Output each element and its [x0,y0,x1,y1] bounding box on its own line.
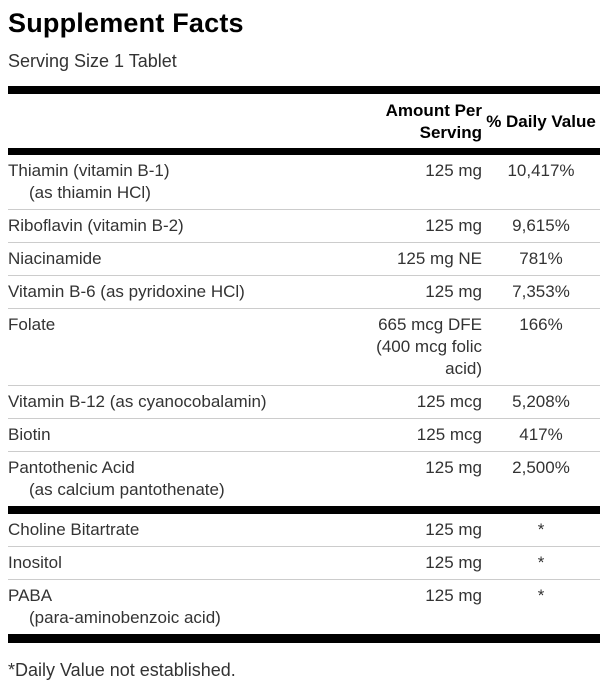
nutrient-name: Choline Bitartrate [8,520,140,539]
nutrient-daily-value: * [537,553,545,572]
percent-daily-value-header: % Daily Value [486,112,596,131]
row-inositol: Inositol 125 mg * [8,546,600,579]
thick-rule-middle [8,506,600,514]
row-thiamin: Thiamin (vitamin B-1) (as thiamin HCl) 1… [8,155,600,209]
nutrient-daily-value: 5,208% [512,392,570,411]
page-title: Supplement Facts [8,8,244,38]
row-biotin: Biotin 125 mcg 417% [8,418,600,451]
nutrient-amount: 125 mg [425,161,482,180]
nutrient-daily-value: 2,500% [512,458,570,477]
daily-value-footnote: *Daily Value not established. [8,660,236,680]
nutrient-name: Niacinamide [8,249,102,268]
thick-rule-bottom [8,634,600,643]
nutrient-name: Vitamin B-12 (as cyanocobalamin) [8,392,267,411]
vitamins-section: Thiamin (vitamin B-1) (as thiamin HCl) 1… [8,155,600,506]
nutrient-name: Vitamin B-6 (as pyridoxine HCl) [8,282,245,301]
nutrient-name: Riboflavin (vitamin B-2) [8,216,184,235]
thick-rule-under-header [8,148,600,155]
nutrient-amount: 125 mg [425,458,482,477]
nutrient-daily-value: 9,615% [512,216,570,235]
nutrient-amount: 125 mg [425,520,482,539]
nutrient-amount: 125 mg [425,586,482,605]
nutrient-amount: 125 mcg [416,392,482,411]
supplement-facts-panel: Supplement Facts Serving Size 1 Tablet A… [8,8,600,680]
nutrient-subname: (as thiamin HCl) [29,183,151,202]
row-vitamin-b6: Vitamin B-6 (as pyridoxine HCl) 125 mg 7… [8,275,600,308]
nutrient-daily-value: * [537,520,545,539]
nutrient-amount: 125 mg NE [396,249,482,268]
row-folate: Folate 665 mcg DFE (400 mcg folic acid) … [8,308,600,385]
thick-rule-top [8,86,600,94]
nutrient-daily-value: 166% [519,315,563,334]
row-paba: PABA (para-aminobenzoic acid) 125 mg * [8,579,600,634]
nutrient-name: Pantothenic Acid [8,458,135,477]
nutrient-amount: 125 mg [425,216,482,235]
nutrient-name: PABA [8,586,53,605]
nutrient-subname: (para-aminobenzoic acid) [29,608,221,627]
other-ingredients-section: Choline Bitartrate 125 mg * Inositol 125… [8,514,600,634]
row-pantothenic-acid: Pantothenic Acid (as calcium pantothenat… [8,451,600,506]
row-vitamin-b12: Vitamin B-12 (as cyanocobalamin) 125 mcg… [8,385,600,418]
row-niacinamide: Niacinamide 125 mg NE 781% [8,242,600,275]
table-header-row: Amount Per Serving % Daily Value [8,94,600,148]
nutrient-daily-value: * [537,586,545,605]
nutrient-amount: 125 mg [425,553,482,572]
nutrient-name: Biotin [8,425,51,444]
nutrient-amount: 665 mcg DFE (400 mcg folic acid) [376,315,482,378]
nutrient-daily-value: 781% [519,249,563,268]
serving-size: Serving Size 1 Tablet [8,51,177,71]
row-riboflavin: Riboflavin (vitamin B-2) 125 mg 9,615% [8,209,600,242]
nutrient-amount: 125 mcg [416,425,482,444]
row-choline-bitartrate: Choline Bitartrate 125 mg * [8,514,600,546]
nutrient-daily-value: 10,417% [507,161,575,180]
nutrient-name: Inositol [8,553,62,572]
nutrient-daily-value: 7,353% [512,282,570,301]
nutrient-daily-value: 417% [519,425,563,444]
nutrient-amount: 125 mg [425,282,482,301]
nutrient-name: Thiamin (vitamin B-1) [8,161,170,180]
amount-per-serving-header: Amount Per Serving [385,101,482,142]
nutrient-name: Folate [8,315,56,334]
nutrient-subname: (as calcium pantothenate) [29,480,225,499]
